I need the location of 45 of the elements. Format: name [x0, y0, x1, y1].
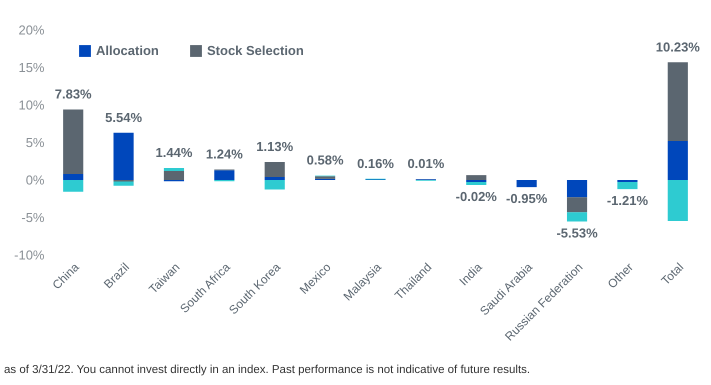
bar — [668, 180, 688, 222]
bar — [516, 180, 537, 188]
legend-label: Stock Selection — [207, 43, 304, 58]
y-tick-label: -5% — [21, 210, 45, 225]
total-label: 1.44% — [156, 145, 193, 160]
y-tick-label: -10% — [14, 248, 45, 262]
total-label: 0.01% — [407, 156, 445, 172]
bar — [264, 177, 285, 180]
bar — [114, 132, 134, 180]
bar — [566, 180, 588, 198]
total-label: 1.24% — [206, 146, 244, 162]
bar — [264, 162, 285, 177]
bar — [566, 197, 588, 212]
bar — [566, 212, 588, 222]
bar — [214, 170, 234, 180]
bar — [617, 182, 638, 190]
bar — [668, 141, 688, 180]
total-label: -5.53% — [556, 225, 598, 240]
total-label: 0.16% — [357, 156, 394, 171]
bar — [63, 110, 84, 174]
y-tick-label: 5% — [26, 135, 45, 150]
total-label: -0.02% — [456, 189, 498, 204]
bar — [114, 182, 134, 186]
legend-label: Allocation — [96, 43, 159, 58]
bar — [164, 168, 184, 171]
total-label: 10.23% — [656, 39, 700, 54]
total-label: 1.13% — [256, 139, 294, 154]
bar — [466, 182, 486, 186]
y-tick-label: 10% — [18, 98, 45, 112]
text: as of 3/31/22. You cannot invest directly in an index. Past performance is not indicative of future results. — [4, 364, 530, 376]
y-tick-label: 20% — [18, 22, 45, 38]
bar — [63, 174, 84, 180]
bar — [164, 171, 184, 180]
bar — [668, 62, 688, 141]
bar — [63, 180, 84, 192]
total-label: 7.83% — [54, 86, 92, 102]
total-label: 0.58% — [306, 152, 344, 168]
y-tick-label: 0% — [26, 172, 45, 188]
bar — [466, 175, 486, 180]
total-label: 5.54% — [105, 110, 142, 125]
total-label: -0.95% — [506, 191, 548, 206]
bar — [264, 180, 285, 190]
bar — [315, 176, 336, 179]
total-label: -1.21% — [606, 193, 648, 208]
y-tick-label: 15% — [18, 60, 45, 75]
